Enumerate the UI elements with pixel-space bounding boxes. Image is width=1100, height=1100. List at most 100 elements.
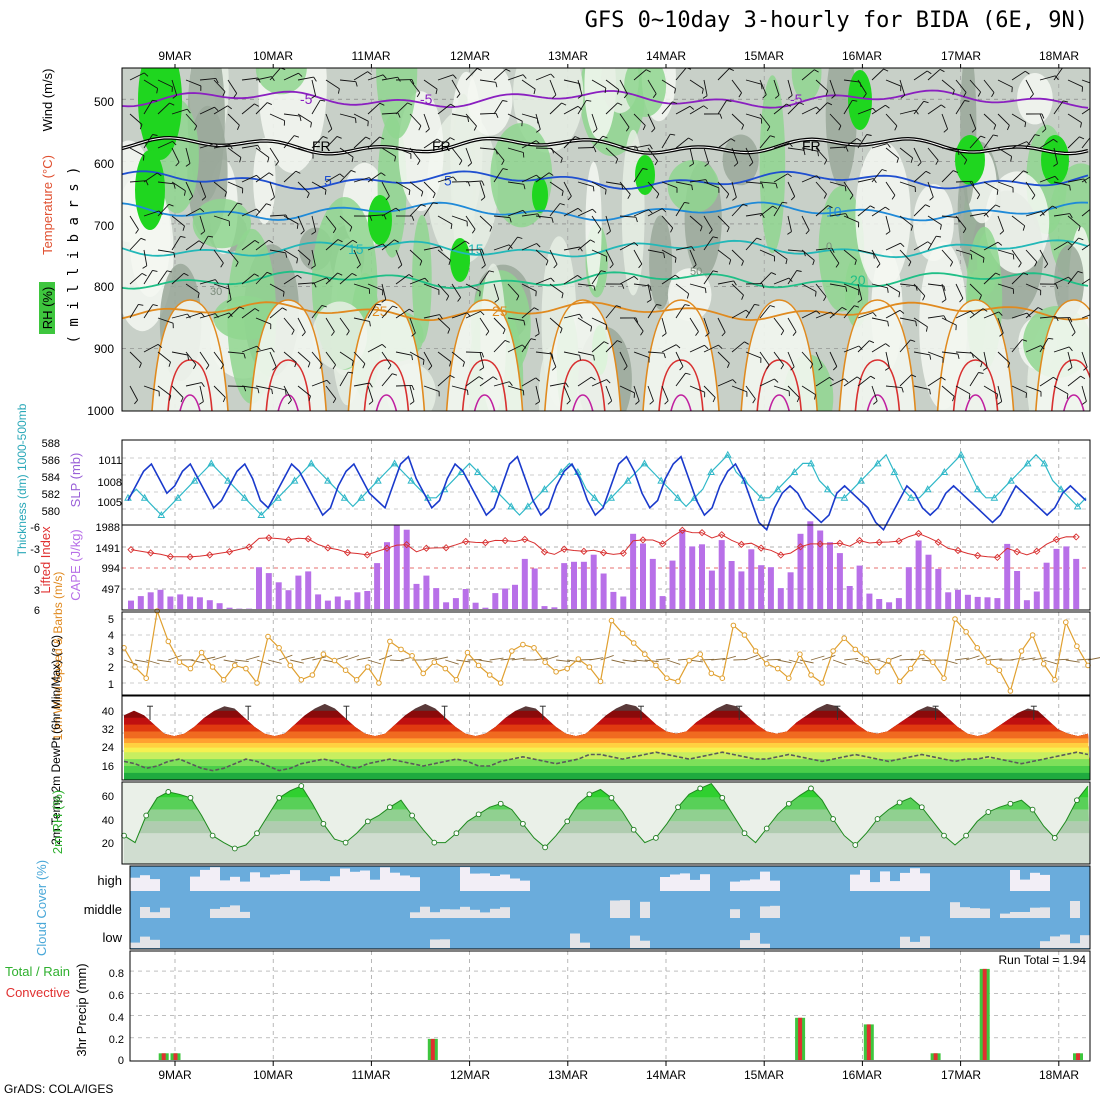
wind-barb bbox=[619, 385, 635, 394]
wind-barb-flag bbox=[885, 343, 890, 347]
wind-barb bbox=[577, 376, 592, 387]
wind-barb bbox=[913, 101, 925, 115]
cape-bar bbox=[984, 597, 991, 609]
surface-wind-barb bbox=[245, 655, 260, 661]
rh-tick: 20 bbox=[102, 838, 114, 850]
wind-barb bbox=[507, 113, 523, 122]
wind-barb-flag bbox=[998, 311, 1003, 316]
slp-tick: 1008 bbox=[98, 477, 122, 489]
cloud-middle-block bbox=[730, 909, 740, 918]
surface-dome bbox=[839, 300, 916, 411]
cloud-low-block bbox=[580, 942, 590, 948]
wind-barb bbox=[521, 213, 538, 217]
wind-speed-point bbox=[276, 645, 282, 651]
isotherm-25-dome bbox=[1035, 299, 1090, 411]
wind-barb-flag bbox=[408, 189, 411, 195]
thickness-point bbox=[557, 467, 566, 475]
wind-barb bbox=[465, 283, 481, 292]
ytick-800: 800 bbox=[94, 280, 114, 294]
wind-barb-flag bbox=[561, 102, 567, 106]
wind-barb-flag bbox=[1095, 275, 1099, 278]
wind-barb-flag bbox=[169, 102, 175, 106]
wind-barb bbox=[381, 181, 390, 197]
wind-barb-flag bbox=[185, 163, 191, 167]
wind-barb-flag bbox=[257, 77, 261, 83]
wind-barb-flag bbox=[187, 313, 191, 319]
wind-barb bbox=[143, 210, 160, 217]
surface-wind-barb bbox=[445, 659, 459, 665]
wind-barb-flag bbox=[535, 291, 537, 297]
surface-wind-barb bbox=[467, 659, 482, 661]
wind-barb bbox=[283, 215, 299, 225]
cloud-high-block bbox=[690, 879, 700, 891]
wind-barb bbox=[843, 345, 860, 353]
wind-barb-flag bbox=[742, 203, 748, 207]
wind-speed-point bbox=[442, 665, 449, 672]
wind-speed-point bbox=[675, 678, 681, 685]
wind-barb bbox=[871, 104, 886, 115]
surface-wind-barb bbox=[201, 656, 216, 661]
rh-point bbox=[254, 830, 260, 837]
wind-barb bbox=[353, 113, 369, 122]
wind-barb-flag bbox=[462, 361, 465, 367]
wind-barb-flag bbox=[567, 195, 572, 201]
wind-barb-flag bbox=[741, 124, 745, 130]
wind-barb-flag bbox=[823, 193, 827, 199]
temp-tick: 40 bbox=[102, 706, 114, 718]
wind-barb bbox=[493, 100, 503, 115]
wind-barb bbox=[395, 308, 410, 319]
cape-bar bbox=[482, 607, 489, 609]
wind-barb-flag bbox=[674, 257, 677, 263]
wind-barb bbox=[885, 181, 896, 196]
wind-barb-flag bbox=[679, 366, 684, 371]
wind-barb bbox=[745, 147, 754, 163]
wind-barb-flag bbox=[761, 283, 765, 289]
wind-speed-point bbox=[464, 649, 471, 656]
wind-barb-flag bbox=[962, 228, 967, 234]
wind-barb-flag bbox=[156, 88, 159, 94]
wind-barb bbox=[941, 317, 957, 326]
wind-barb-flag bbox=[355, 81, 358, 87]
wind-barb-flag bbox=[823, 159, 828, 165]
wind-barb bbox=[857, 79, 867, 94]
wind-speed-point bbox=[952, 616, 958, 622]
wind-barb bbox=[885, 79, 901, 87]
wind-speed-point bbox=[509, 648, 515, 654]
wind-barb bbox=[885, 309, 901, 319]
thickness-point bbox=[940, 467, 949, 475]
temp-axis-labels: 16 24 32 40 2m Temp 2m DewPt (6hr Min/Ma… bbox=[49, 635, 114, 845]
top-date-label: 16MAR bbox=[842, 49, 882, 63]
wind-barb-flag bbox=[1007, 362, 1011, 368]
wind-barb-flag bbox=[294, 362, 297, 368]
surface-wind-barb bbox=[1076, 658, 1091, 661]
wind-barb-flag bbox=[692, 264, 697, 269]
isotherm-label: FR bbox=[802, 138, 821, 154]
wind-barb-flag bbox=[726, 363, 730, 368]
cape-bar bbox=[836, 553, 843, 609]
wind-barb-flag bbox=[411, 332, 416, 337]
wind-barb bbox=[185, 283, 200, 294]
cape-tick: 994 bbox=[102, 563, 120, 575]
wind-barb bbox=[927, 181, 934, 198]
wind-barb-flag bbox=[761, 183, 764, 189]
cape-bar bbox=[620, 596, 627, 609]
thickness-point bbox=[307, 459, 316, 467]
li-tick: -3 bbox=[30, 544, 40, 556]
surface-wind-barb bbox=[965, 655, 980, 661]
wind-barb bbox=[549, 102, 562, 115]
wind-barb-flag bbox=[239, 157, 242, 163]
top-date-label: 17MAR bbox=[941, 49, 981, 63]
wind-barb bbox=[227, 385, 245, 387]
wind-barb-flag bbox=[464, 240, 470, 245]
wind-barb bbox=[213, 215, 230, 222]
wind-barb-flag bbox=[894, 125, 898, 131]
wind-barb bbox=[563, 207, 579, 217]
wind-barb-flag bbox=[915, 321, 917, 327]
wind-barb bbox=[1067, 351, 1073, 368]
wind-barb-flag bbox=[1078, 237, 1084, 241]
cape-bar bbox=[866, 593, 873, 609]
wind-barb bbox=[1039, 113, 1047, 130]
wind-barb-flag bbox=[1069, 213, 1073, 219]
wind-barb-flag bbox=[222, 91, 226, 97]
cape-bar bbox=[413, 583, 420, 609]
